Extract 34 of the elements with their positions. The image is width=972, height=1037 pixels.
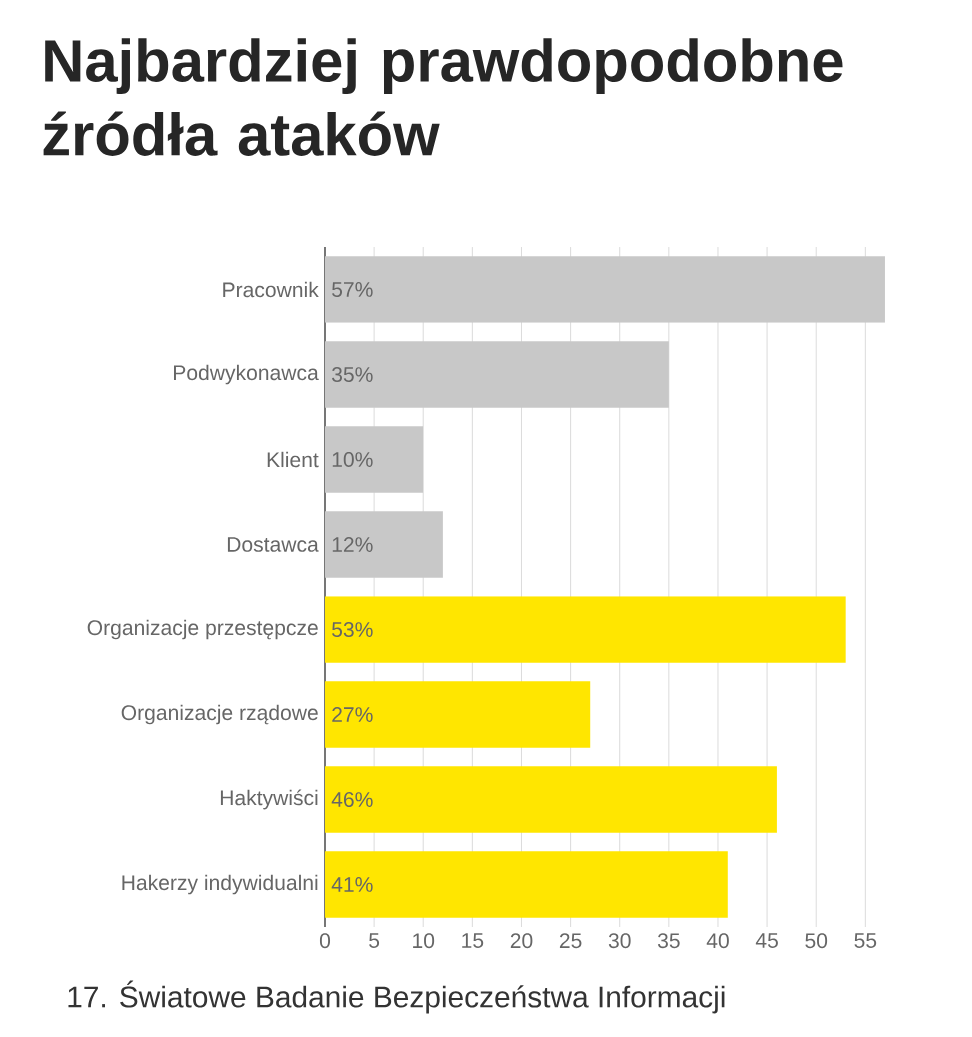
y-tick-label: Organizacje rządowe — [121, 704, 318, 725]
y-tick-label: Organizacje przestępcze — [87, 619, 318, 640]
data-label: 41% — [331, 877, 373, 892]
bar — [325, 681, 591, 748]
data-label: 10% — [332, 452, 373, 467]
x-tick-label: 50 — [805, 933, 828, 949]
x-tick-label: 45 — [755, 933, 778, 948]
chart-title: Najbardziej prawdopodobne źródła ataków — [43, 38, 843, 156]
x-tick-label: 20 — [510, 933, 533, 949]
y-tick-label: Klient — [267, 451, 319, 468]
x-tick-label: 5 — [369, 933, 380, 948]
x-tick-label: 0 — [319, 933, 331, 949]
x-tick-label: 30 — [608, 933, 631, 949]
y-tick-label: Hakerzy indywidualni — [122, 874, 318, 895]
x-tick-label: 25 — [559, 933, 582, 949]
x-tick-label: 40 — [706, 933, 729, 949]
y-tick-label: Dostawca — [227, 537, 319, 552]
x-tick-label: 35 — [657, 933, 680, 949]
y-tick-label: Pracownik — [223, 281, 319, 298]
bar — [325, 851, 728, 918]
bar — [325, 766, 777, 833]
bar — [325, 596, 846, 663]
data-label: 35% — [332, 367, 373, 382]
y-tick-label: Podwykonawca — [174, 364, 319, 385]
data-label: 12% — [332, 537, 373, 552]
x-tick-label: 10 — [413, 933, 435, 949]
x-tick-label: 15 — [462, 933, 484, 948]
data-label: 27% — [332, 707, 373, 722]
x-tick-label: 55 — [854, 933, 877, 948]
data-label: 53% — [332, 622, 373, 637]
data-label: 46% — [331, 792, 373, 807]
data-label: 57% — [332, 282, 373, 297]
y-tick-label: Haktywiści — [220, 789, 318, 810]
text: 17. Światowe Badanie Bezpieczeństwa Informacji — [68, 980, 725, 1014]
